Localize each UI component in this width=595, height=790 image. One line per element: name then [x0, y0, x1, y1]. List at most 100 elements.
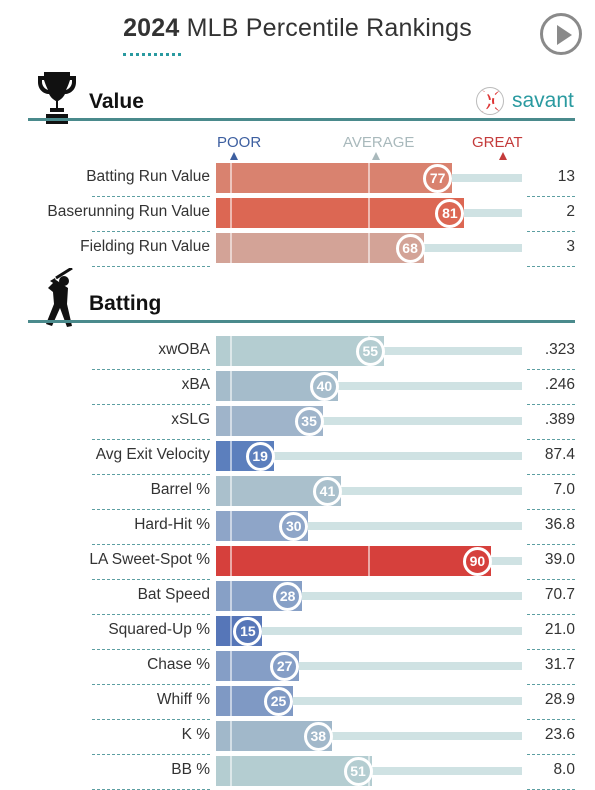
poor-gridline: [230, 721, 233, 751]
percentile-badge[interactable]: 40: [309, 371, 339, 401]
page-title-wrap: 2024 MLB Percentile Rankings: [0, 14, 595, 56]
percentile-badge[interactable]: 28: [273, 581, 303, 611]
percentile-badge[interactable]: 25: [264, 686, 293, 716]
savant-logo[interactable]: savant: [476, 87, 574, 115]
value-separator: [527, 544, 575, 545]
poor-gridline: [230, 651, 233, 681]
section-title-value: Value: [89, 90, 144, 113]
poor-gridline: [230, 581, 233, 611]
legend-average-marker-icon: [372, 152, 380, 160]
legend-average: AVERAGE: [343, 134, 415, 151]
percentile-badge[interactable]: 30: [279, 511, 309, 541]
percentile-badge[interactable]: 68: [395, 233, 425, 263]
play-button[interactable]: [540, 13, 582, 55]
metric-value: 21.0: [544, 621, 575, 638]
row-separator: [92, 544, 210, 545]
metric-label: xwOBA: [158, 341, 210, 358]
metric-value: 31.7: [544, 656, 575, 673]
percentile-bar[interactable]: [216, 233, 425, 263]
row-separator: [92, 649, 210, 650]
value-separator: [527, 369, 575, 370]
value-separator: [527, 754, 575, 755]
percentile-badge[interactable]: 51: [343, 756, 373, 786]
value-separator: [527, 579, 575, 580]
percentile-badge[interactable]: 19: [245, 441, 275, 471]
average-gridline: [368, 233, 370, 263]
value-separator: [527, 719, 575, 720]
section-divider-batting: [28, 320, 575, 323]
year-selector-underline[interactable]: [123, 50, 182, 56]
metric-label: Baserunning Run Value: [47, 203, 210, 220]
section-title-batting: Batting: [89, 292, 162, 315]
metric-value: 87.4: [544, 446, 575, 463]
percentile-bar[interactable]: [216, 546, 492, 576]
metric-label: Bat Speed: [137, 586, 210, 603]
percentile-track: [216, 732, 522, 740]
poor-gridline: [230, 756, 233, 786]
percentile-badge[interactable]: 90: [462, 546, 492, 576]
percentile-track: [216, 662, 522, 670]
percentile-track: [216, 382, 522, 390]
savant-text: savant: [512, 89, 574, 112]
percentile-badge[interactable]: 27: [270, 651, 300, 681]
row-separator: [92, 196, 210, 197]
row-separator: [92, 369, 210, 370]
metric-label: Barrel %: [150, 481, 210, 498]
metric-value: 70.7: [544, 586, 575, 603]
percentile-badge[interactable]: 35: [294, 406, 324, 436]
value-separator: [527, 231, 575, 232]
percentile-track: [216, 522, 522, 530]
percentile-badge[interactable]: 38: [303, 721, 333, 751]
baseball-icon: [476, 87, 504, 115]
metric-value: .323: [544, 341, 575, 358]
value-separator: [527, 196, 575, 197]
legend-poor: POOR: [217, 134, 262, 151]
metric-label: Batting Run Value: [86, 168, 210, 185]
metric-label: Chase %: [147, 656, 210, 673]
row-separator: [92, 474, 210, 475]
row-separator: [92, 684, 210, 685]
percentile-badge[interactable]: 77: [423, 163, 453, 193]
value-separator: [527, 439, 575, 440]
metric-value: 13: [557, 168, 575, 185]
row-separator: [92, 266, 210, 267]
percentile-bar[interactable]: [216, 198, 464, 228]
metric-value: 39.0: [544, 551, 575, 568]
percentile-track: [216, 627, 522, 635]
metric-value: 2: [566, 203, 575, 220]
poor-gridline: [230, 198, 233, 228]
poor-gridline: [230, 371, 233, 401]
section-divider-value: [28, 118, 575, 121]
row-separator: [92, 231, 210, 232]
percentile-track: [216, 697, 522, 705]
value-separator: [527, 684, 575, 685]
poor-gridline: [230, 233, 233, 263]
poor-gridline: [230, 406, 233, 436]
page-title: 2024 MLB Percentile Rankings: [123, 14, 472, 56]
percentile-bar[interactable]: [216, 163, 452, 193]
title-year: 2024: [123, 14, 180, 42]
percentile-badge[interactable]: 81: [435, 198, 465, 228]
poor-gridline: [230, 511, 233, 541]
legend-poor-marker-icon: [230, 152, 238, 160]
average-gridline: [368, 198, 370, 228]
metric-value: .389: [544, 411, 575, 428]
legend-great-marker-icon: [499, 152, 507, 160]
poor-gridline: [230, 441, 233, 471]
metric-value: 28.9: [544, 691, 575, 708]
metric-label: Fielding Run Value: [80, 238, 210, 255]
metric-value: .246: [544, 376, 575, 393]
percentile-badge[interactable]: 41: [312, 476, 342, 506]
value-separator: [527, 649, 575, 650]
poor-gridline: [230, 686, 233, 716]
poor-gridline: [230, 163, 233, 193]
value-separator: [527, 404, 575, 405]
row-separator: [92, 509, 210, 510]
metric-label: K %: [181, 726, 210, 743]
metric-label: LA Sweet-Spot %: [89, 551, 210, 568]
percentile-badge[interactable]: 15: [233, 616, 263, 646]
average-gridline: [368, 163, 370, 193]
percentile-badge[interactable]: 55: [355, 336, 385, 366]
value-separator: [527, 614, 575, 615]
row-separator: [92, 579, 210, 580]
